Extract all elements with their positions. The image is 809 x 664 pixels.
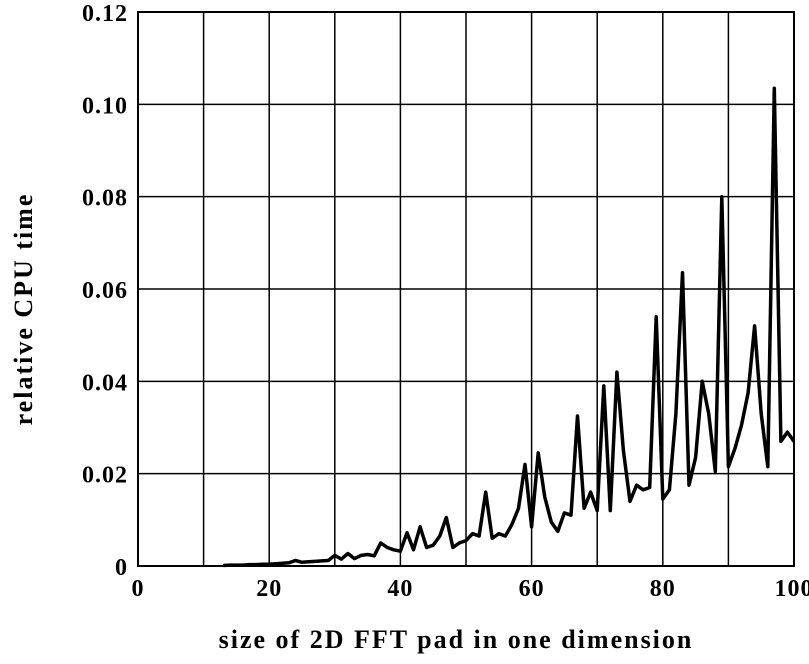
y-tick-label: 0.12 [82, 1, 128, 27]
x-tick-label: 80 [650, 576, 676, 602]
x-tick-labels: 0 20 40 60 80 100 [132, 576, 809, 602]
y-axis-title: relative CPU time [9, 193, 38, 426]
y-tick-label: 0 [115, 555, 128, 581]
plot-frame [137, 11, 795, 567]
y-tick-label: 0.04 [82, 370, 128, 396]
x-tick-label: 60 [519, 576, 545, 602]
series-line-0 [223, 86, 794, 568]
x-axis-title: size of 2D FFT pad in one dimension [219, 625, 694, 654]
x-tick-label: 100 [775, 576, 809, 602]
y-tick-label: 0.08 [82, 186, 128, 212]
x-tick-label: 0 [132, 576, 145, 602]
x-tick-label: 20 [256, 576, 282, 602]
y-tick-label: 0.10 [82, 93, 128, 119]
x-tick-label: 40 [387, 576, 413, 602]
y-tick-label: 0.02 [82, 463, 128, 489]
grid-lines [138, 12, 794, 566]
y-tick-label: 0.06 [82, 278, 128, 304]
y-tick-labels: 0 0.02 0.04 0.06 0.08 0.10 0.12 [82, 1, 128, 581]
series-layer [223, 86, 794, 568]
